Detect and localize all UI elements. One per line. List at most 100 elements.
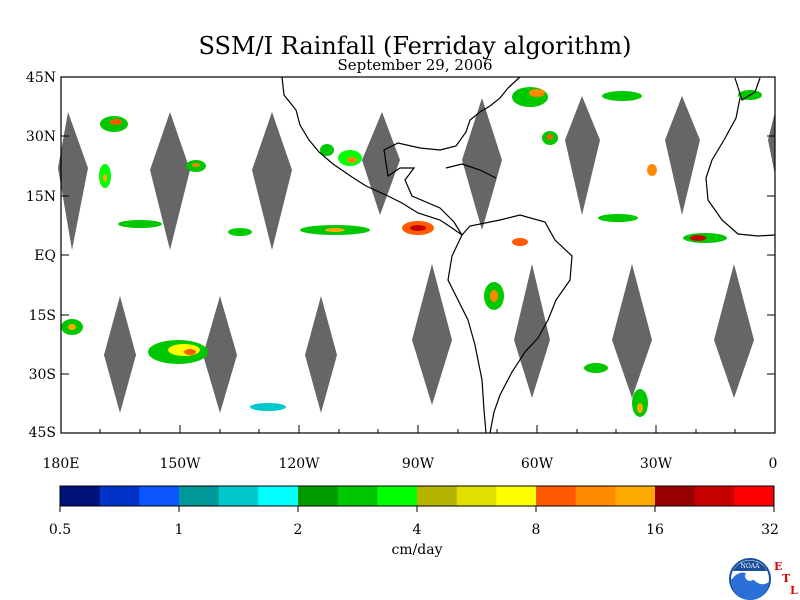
rain-patch <box>184 349 196 355</box>
swath-gap <box>305 296 337 413</box>
rain-patch <box>584 363 608 373</box>
colorbar-cells <box>60 486 775 506</box>
lon-label: 30W <box>640 456 673 472</box>
rain-patch <box>110 119 122 125</box>
colorbar-label: 32 <box>761 522 779 538</box>
colorbar-cell <box>99 486 140 506</box>
colorbar-label: 0.5 <box>49 522 71 538</box>
rain-patch <box>602 91 642 101</box>
lat-label: 45S <box>29 425 56 441</box>
rain-patch <box>647 164 657 176</box>
colorbar-cell <box>456 486 497 506</box>
latitude-ticks <box>61 76 775 434</box>
rain-patch <box>68 324 76 330</box>
lon-label: 90W <box>402 456 435 472</box>
colorbar-cell <box>655 486 696 506</box>
swath-gap <box>252 112 292 250</box>
colorbar-units: cm/day <box>391 542 442 558</box>
lat-label: 45N <box>26 70 56 86</box>
map-background <box>61 77 775 433</box>
rain-patch <box>228 228 252 236</box>
rain-patch <box>512 238 528 246</box>
swath-gap <box>58 112 88 250</box>
swath-gap <box>150 112 190 250</box>
swath-gap <box>104 296 136 413</box>
colorbar-label: 16 <box>646 522 664 538</box>
swath-gap <box>412 264 452 405</box>
map-panel <box>58 76 776 434</box>
swath-gap <box>362 112 400 215</box>
rain-patch <box>637 403 643 413</box>
colorbar-cell <box>496 486 537 506</box>
lat-label: 30S <box>29 367 56 383</box>
longitude-axis: 180E 150W 120W 90W 60W 30W 0 <box>43 425 778 472</box>
lon-label: 120W <box>278 456 320 472</box>
coastline <box>383 76 521 236</box>
colorbar-label: 8 <box>532 522 541 538</box>
rain-patch <box>320 144 334 156</box>
rain-patch <box>547 134 553 140</box>
colorbar-ticks <box>59 506 775 512</box>
lon-label: 150W <box>159 456 201 472</box>
coastline <box>445 163 497 179</box>
colorbar-cell <box>615 486 656 506</box>
map-subtitle: September 29, 2006 <box>337 56 492 74</box>
latitude-axis: 45N 30N 15N EQ 15S 30S 45S <box>26 70 775 441</box>
logo-letter: L <box>790 584 798 597</box>
coastline <box>447 234 487 434</box>
colorbar-cell <box>139 486 180 506</box>
swath-gap <box>612 264 652 398</box>
logo-wave <box>730 572 769 600</box>
colorbar-cell <box>60 486 101 506</box>
colorbar-cell <box>179 486 220 506</box>
colorbar-label: 2 <box>294 522 303 538</box>
lon-label: 180E <box>43 456 80 472</box>
rain-patch <box>347 157 357 163</box>
colorbar-cell <box>575 486 616 506</box>
colorbar-cell <box>536 486 577 506</box>
colorbar-cell <box>734 486 775 506</box>
swath-gap <box>665 96 700 215</box>
rain-patch <box>250 403 286 411</box>
colorbar-label: 4 <box>413 522 422 538</box>
rain-patch <box>690 235 706 241</box>
swath-gap <box>203 296 237 413</box>
lat-label: 30N <box>26 129 56 145</box>
swath-gap <box>565 96 600 215</box>
lat-label: EQ <box>34 248 56 264</box>
colorbar-cell <box>417 486 458 506</box>
colorbar: 0.5 1 2 4 8 16 32 cm/day <box>49 485 779 558</box>
lat-label: 15N <box>26 189 56 205</box>
rain-patch <box>529 89 545 97</box>
lon-label: 0 <box>769 456 778 472</box>
colorbar-cell <box>258 486 299 506</box>
rain-patch <box>512 87 548 107</box>
coastlines <box>281 76 776 434</box>
logo-letter: T <box>782 572 791 585</box>
colorbar-label: 1 <box>175 522 184 538</box>
swath-gap <box>768 112 775 175</box>
noaa-logo: NOAA E T L <box>729 558 798 600</box>
swath-gap <box>714 264 754 398</box>
colorbar-cell <box>218 486 259 506</box>
colorbar-cell <box>694 486 735 506</box>
longitude-ticks <box>60 425 776 433</box>
rain-patch <box>118 220 162 228</box>
lon-label: 60W <box>521 456 554 472</box>
logo-sky <box>733 560 767 571</box>
swath-gaps <box>58 96 775 413</box>
colorbar-cell <box>298 486 339 506</box>
rain-patch <box>168 344 200 356</box>
swath-gap <box>462 98 502 230</box>
rain-patch <box>103 174 107 182</box>
coastline <box>281 76 463 236</box>
logo-gull <box>745 571 755 581</box>
rain-patch <box>410 225 426 231</box>
rain-patch <box>490 290 498 302</box>
rain-patch <box>598 214 638 222</box>
coastline <box>734 77 761 101</box>
rain-patch <box>192 163 200 167</box>
coastline <box>705 97 776 237</box>
lat-label: 15S <box>29 308 56 324</box>
